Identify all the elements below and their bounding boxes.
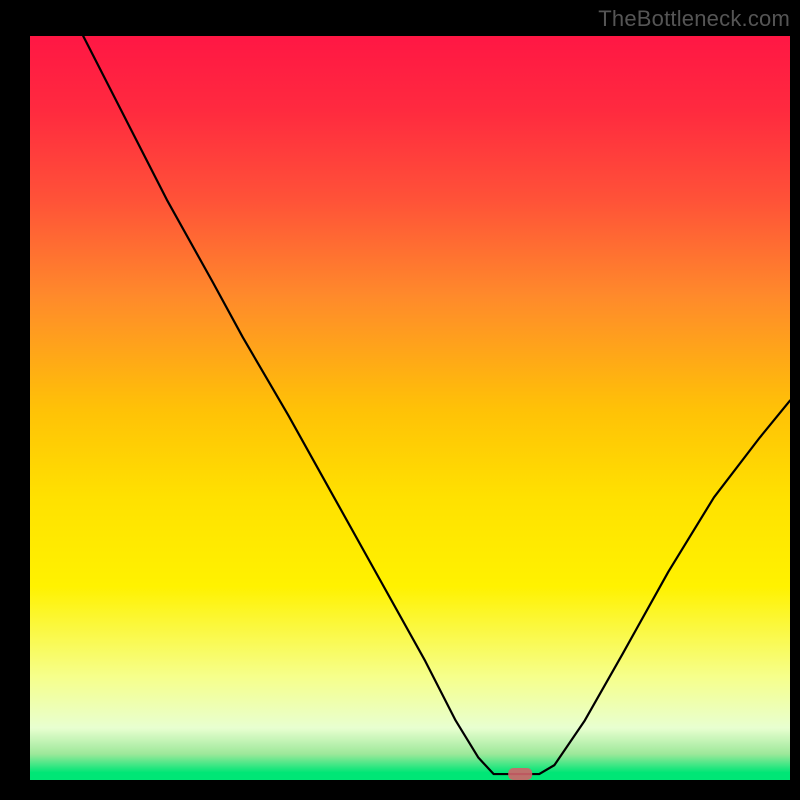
watermark-label: TheBottleneck.com [598, 6, 790, 32]
chart-container: TheBottleneck.com [0, 0, 800, 800]
plot-area [30, 36, 790, 780]
bottleneck-chart [0, 0, 800, 800]
optimum-marker [508, 768, 532, 780]
